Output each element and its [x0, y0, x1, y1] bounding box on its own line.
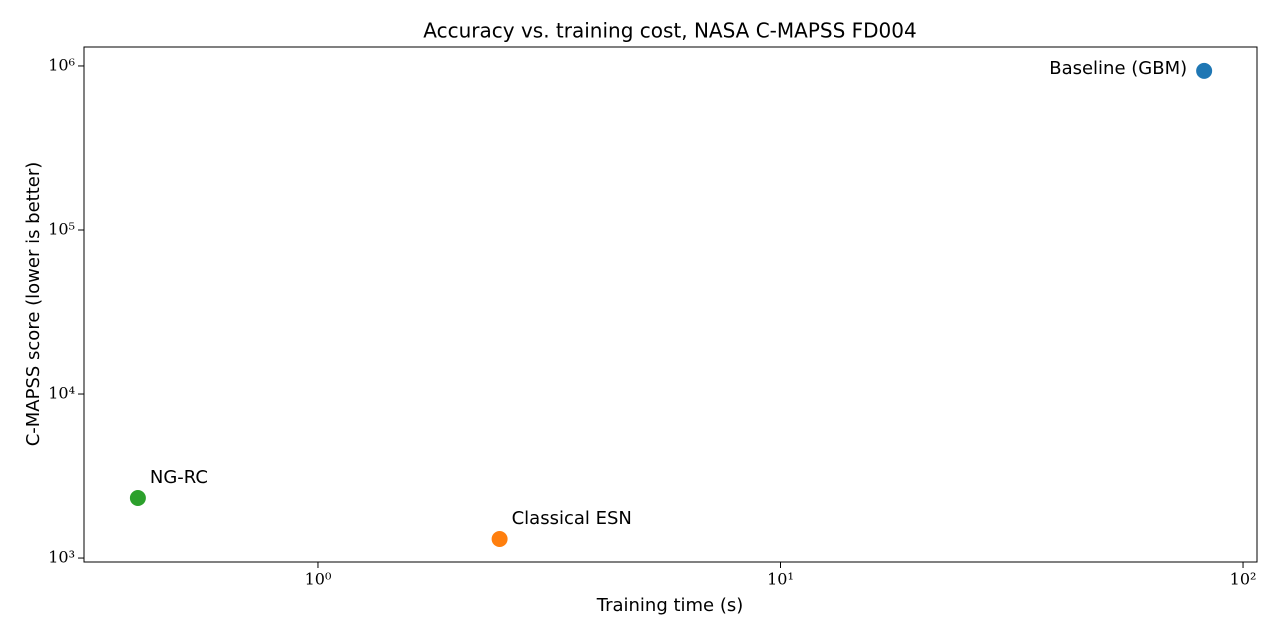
y-tick-label: 10⁵: [48, 219, 75, 238]
plot-frame: [83, 46, 1258, 563]
point-label: Baseline (GBM): [1049, 58, 1187, 79]
y-tick-label: 10⁶: [48, 55, 75, 74]
y-tick-label: 10³: [48, 548, 75, 567]
x-tick-label: 10¹: [767, 570, 794, 589]
y-axis-label: C-MAPSS score (lower is better): [23, 162, 44, 447]
point: [129, 490, 146, 507]
x-axis-label: Training time (s): [596, 595, 744, 616]
chart-title: Accuracy vs. training cost, NASA C-MAPSS…: [423, 19, 916, 43]
y-tick-label: 10⁴: [48, 384, 75, 403]
x-tick-label: 10²: [1230, 570, 1257, 589]
point: [491, 531, 508, 548]
point: [1196, 62, 1213, 79]
point-label: NG-RC: [150, 467, 208, 488]
x-tick-label: 10⁰: [305, 570, 332, 589]
point-label: Classical ESN: [512, 508, 632, 529]
